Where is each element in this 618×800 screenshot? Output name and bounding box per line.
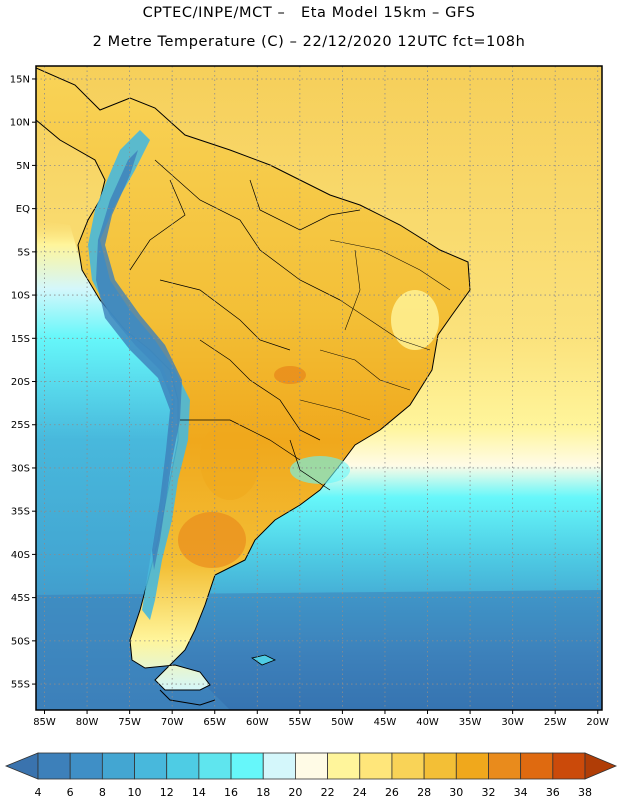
- lat-tick-label: 5N: [16, 161, 30, 172]
- colorbar-label: 32: [481, 786, 495, 799]
- map-frame: [35, 65, 603, 711]
- lat-tick-label: 20S: [11, 377, 30, 388]
- lon-tick-label: 80W: [76, 717, 99, 728]
- lon-tick-label: 30W: [501, 717, 524, 728]
- lon-tick-label: 55W: [289, 717, 312, 728]
- colorbar-right-arrow: [584, 752, 618, 780]
- highlands-mild-area: [391, 290, 439, 350]
- colorbar-box: [552, 752, 586, 780]
- falkland-islands: [251, 654, 276, 666]
- lat-tick-label: 15N: [10, 74, 30, 85]
- uruguay-cool-area: [290, 456, 350, 484]
- colorbar-box: [391, 752, 425, 780]
- latitude-labels: 15N 10N 5N EQ 5S 10S 15S 20S 25S 30S 35S 40S 45S 50S 5…: [10, 74, 36, 691]
- lon-tick-label: 35W: [459, 717, 482, 728]
- colorbar-label: 30: [449, 786, 463, 799]
- colorbar-box: [101, 752, 135, 780]
- colorbar-box: [520, 752, 554, 780]
- colorbar-label: 16: [224, 786, 238, 799]
- colorbar-box: [166, 752, 200, 780]
- colorbar-box: [134, 752, 168, 780]
- lat-tick-label: 15S: [11, 334, 30, 345]
- title-line-1: CPTEC/INPE/MCT – Eta Model 15km – GFS: [142, 5, 476, 21]
- colorbar-label: 14: [192, 786, 206, 799]
- lon-tick-label: 25W: [544, 717, 567, 728]
- lat-tick-label: 5S: [17, 247, 30, 258]
- lon-tick-label: 75W: [118, 717, 141, 728]
- colorbar-label: 38: [578, 786, 592, 799]
- colorbar-box: [359, 752, 393, 780]
- tierra-del-fuego: [159, 689, 216, 706]
- andes-core-cold: [96, 150, 182, 570]
- colorbar-box: [37, 752, 71, 780]
- lat-tick-label: 45S: [11, 593, 30, 604]
- longitude-labels: 85W 80W 75W 70W 65W 60W 55W 50W 45W 40W 35W 30W 25W 2…: [33, 710, 609, 728]
- lon-tick-label: 70W: [161, 717, 184, 728]
- lat-tick-label: 10S: [11, 291, 30, 302]
- lon-tick-label: 20W: [586, 717, 609, 728]
- colorbar-label: 8: [99, 786, 106, 799]
- colorbar-label: 18: [256, 786, 270, 799]
- colorbar-boxes: [4, 752, 618, 780]
- colorbar-box: [230, 752, 264, 780]
- colorbar-label: 36: [546, 786, 560, 799]
- colorbar-label: 24: [353, 786, 367, 799]
- lat-tick-label: 50S: [11, 636, 30, 647]
- lat-tick-label: EQ: [16, 204, 30, 215]
- colorbar-left-arrow: [4, 752, 39, 780]
- lon-tick-label: 65W: [203, 717, 226, 728]
- colorbar-label: 26: [385, 786, 399, 799]
- lon-tick-label: 60W: [246, 717, 269, 728]
- lat-tick-label: 35S: [11, 507, 30, 518]
- colorbar-label: 22: [321, 786, 335, 799]
- state-borders: [299, 239, 451, 421]
- colorbar-label: 20: [288, 786, 302, 799]
- colorbar-box: [69, 752, 103, 780]
- colorbar: 4 6 8 10 12 14 16 18 20 22 24 26 28 30 32 34 36 38: [4, 752, 618, 799]
- map-plot-area: [36, 66, 602, 710]
- colorbar-box: [488, 752, 522, 780]
- colorbar-label: 28: [417, 786, 431, 799]
- colorbar-box: [327, 752, 361, 780]
- colorbar-label: 4: [35, 786, 42, 799]
- colorbar-labels: 4 6 8 10 12 14 16 18 20 22 24 26 28 30 32 34 36 38: [35, 786, 593, 799]
- colorbar-box: [455, 752, 489, 780]
- lat-tick-label: 10N: [10, 118, 30, 129]
- pacific-ocean-field: [36, 220, 230, 710]
- colorbar-label: 6: [67, 786, 74, 799]
- title-line-2: 2 Metre Temperature (C) – 22/12/2020 12U…: [92, 34, 526, 50]
- mato-grosso-hot-spot: [274, 366, 306, 384]
- colorbar-box: [295, 752, 328, 780]
- colorbar-label: 10: [128, 786, 142, 799]
- colorbar-label: 12: [160, 786, 174, 799]
- colorbar-box: [262, 752, 296, 780]
- colorbar-box: [423, 752, 457, 780]
- lon-tick-label: 40W: [416, 717, 439, 728]
- lon-tick-label: 50W: [331, 717, 354, 728]
- southern-ocean-field: [36, 590, 602, 710]
- lat-tick-label: 25S: [11, 420, 30, 431]
- lon-tick-label: 45W: [374, 717, 397, 728]
- patagonia-hot-spot: [178, 512, 246, 568]
- lat-tick-label: 30S: [11, 463, 30, 474]
- chaco-hot-region: [200, 420, 260, 500]
- lat-tick-label: 40S: [11, 550, 30, 561]
- lon-tick-label: 85W: [33, 717, 56, 728]
- colorbar-box: [198, 752, 232, 780]
- colorbar-label: 34: [514, 786, 528, 799]
- graticule: [36, 66, 602, 710]
- country-borders: [129, 159, 361, 491]
- lat-tick-label: 55S: [11, 680, 30, 691]
